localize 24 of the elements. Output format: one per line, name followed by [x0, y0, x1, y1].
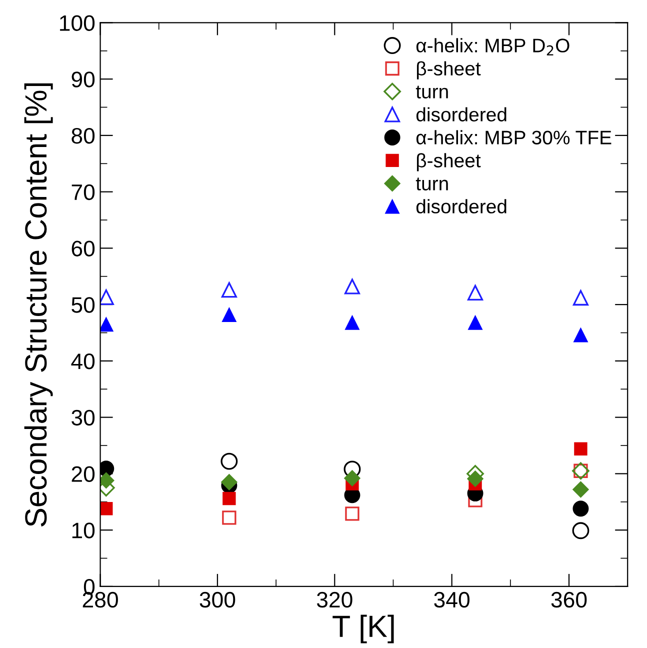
y-tick-label: 10	[72, 522, 95, 538]
x-axis-title: T [K]	[332, 614, 394, 644]
x-tick-label: 360	[551, 592, 587, 608]
y-tick-label: 60	[72, 240, 95, 256]
x-tick-label: 300	[200, 592, 236, 608]
y-tick-label: 70	[72, 184, 95, 200]
y-tick-label: 100	[60, 15, 95, 31]
y-tick-label: 50	[72, 297, 95, 313]
legend-label: disordered	[416, 107, 506, 122]
legend-label: turn	[416, 86, 448, 98]
y-tick-label: 90	[72, 72, 95, 88]
legend-label: β-sheet	[416, 153, 481, 172]
legend-label: turn	[416, 178, 448, 190]
y-axis-title: Secondary Structure Content [%]	[24, 83, 53, 526]
legend-label: α-helix: MBP D$_{2}$O	[416, 38, 570, 56]
y-tick-label: 80	[72, 128, 95, 144]
y-tick-label: 20	[72, 466, 95, 482]
y-tick-label: 40	[71, 353, 95, 370]
x-tick-label: 340	[434, 592, 470, 608]
legend-label: α-helix: MBP 30% TFE	[416, 130, 612, 144]
legend-label: disordered	[416, 199, 506, 214]
x-tick-label: 320	[316, 592, 352, 608]
legend-label: β-sheet	[416, 61, 481, 80]
y-tick-label: 30	[72, 410, 95, 426]
